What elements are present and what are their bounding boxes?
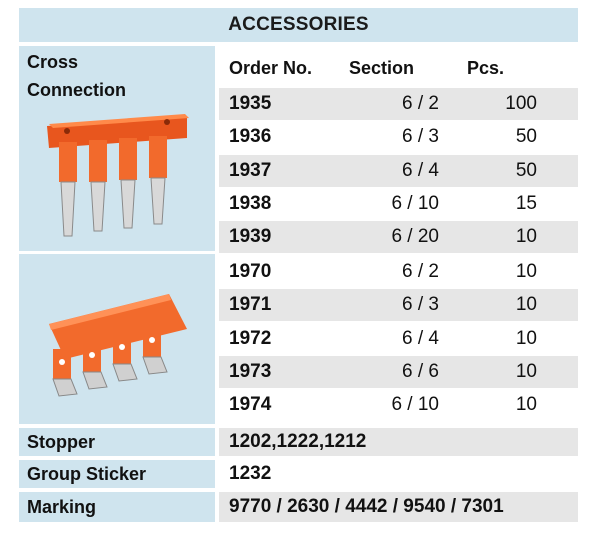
table-row: 1936 6 / 3 50 [219,121,578,153]
section-cell: 6 / 10 [391,193,439,214]
marking-value: 9770 / 2630 / 4442 / 9540 / 7301 [229,496,504,517]
group-sticker-label: Group Sticker [27,464,147,484]
stopper-label-cell: Stopper [19,428,215,456]
column-section: Section [349,58,415,78]
accessories-table: ACCESSORIES Cross Connection [19,8,578,523]
column-pcs: Pcs. [467,58,505,78]
cross-connection-cell-2 [19,254,215,424]
order-no-cell: 1938 [229,193,272,214]
pcs-cell: 50 [515,160,537,181]
table-row: 1974 6 / 10 10 [219,389,578,421]
pcs-cell: 15 [515,193,537,214]
table-row: 1970 6 / 2 10 [219,256,578,288]
table-header: ACCESSORIES [19,8,578,42]
cross-connector-straight-image [47,114,189,237]
table-row: 1938 6 / 10 15 [219,188,578,220]
table-row: 1937 6 / 4 50 [219,155,578,187]
pcs-cell: 10 [515,294,537,315]
table-row: 1939 6 / 20 10 [219,221,578,253]
section-cell: 6 / 3 [402,126,439,147]
stopper-value-cell [219,428,578,456]
column-order-no: Order No. [229,58,313,78]
stopper-label: Stopper [27,432,96,452]
order-no-cell: 1970 [229,261,272,282]
cross-connection-label: Cross Connection [27,52,126,100]
section-cell: 6 / 10 [391,394,439,415]
order-no-cell: 1972 [229,328,272,349]
marking-label: Marking [27,497,97,517]
section-cell: 6 / 2 [402,261,439,282]
pcs-cell: 10 [515,328,537,349]
order-no-cell: 1936 [229,126,272,147]
pcs-cell: 10 [515,261,537,282]
table-row: 1935 6 / 2 100 [219,88,578,120]
order-no-cell: 1937 [229,160,272,181]
cross-connection-cell-1: Cross Connection [19,46,215,251]
order-no-cell: 1974 [229,394,272,415]
table-row: 1972 6 / 4 10 [219,323,578,355]
pcs-cell: 50 [515,126,537,147]
order-no-cell: 1973 [229,361,272,382]
cross-connector-bent-image [49,294,187,397]
section-cell: 6 / 2 [402,93,439,114]
marking-value-cell [219,492,578,522]
section-cell: 6 / 3 [402,294,439,315]
table-row: 1971 6 / 3 10 [219,289,578,321]
order-no-cell: 1971 [229,294,272,315]
group-sticker-label-cell: Group Sticker [19,460,215,488]
pcs-cell: 10 [515,226,537,247]
section-cell: 6 / 6 [402,361,439,382]
order-no-cell: 1939 [229,226,272,247]
pcs-cell: 10 [515,361,537,382]
section-cell: 6 / 4 [402,160,439,181]
table-row: 1973 6 / 6 10 [219,356,578,388]
marking-label-cell: Marking [19,492,215,522]
stopper-value: 1202,1222,1212 [229,431,367,452]
pcs-cell: 100 [505,93,537,114]
pcs-cell: 10 [515,394,537,415]
section-cell: 6 / 20 [391,226,439,247]
order-no-cell: 1935 [229,93,272,114]
group-sticker-value: 1232 [229,463,272,484]
section-cell: 6 / 4 [402,328,439,349]
